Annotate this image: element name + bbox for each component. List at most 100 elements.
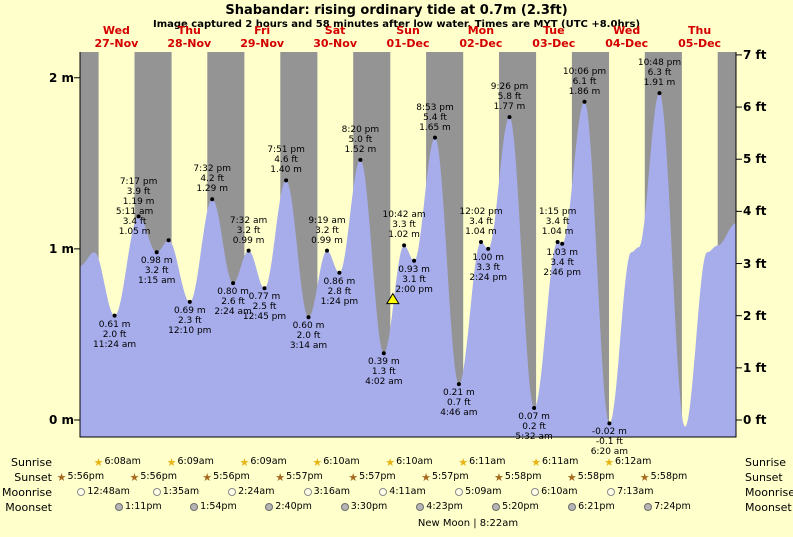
tide-event-dot — [479, 240, 483, 244]
day-date: 05-Dec — [678, 37, 722, 50]
astro-time: 6:11am — [541, 456, 579, 467]
sunset-star-icon: ★ — [202, 470, 213, 484]
astro-time: 5:56pm — [213, 471, 250, 482]
astro-sunrise-item: ★ 6:11am — [531, 456, 578, 468]
annotation-line: 4.6 ft — [274, 155, 298, 166]
tide-event-dot — [187, 299, 192, 304]
day-weekday: Sun — [396, 24, 420, 37]
tide-event-dot — [607, 421, 612, 426]
annotation-line: 7:32 am — [229, 215, 268, 226]
astro-sunrise-item: ★ 6:12am — [604, 456, 651, 468]
astro-sunset-item: ★ 5:58pm — [567, 471, 615, 483]
annotation-line: 1.02 m — [388, 230, 420, 241]
annotation-line: 9:26 pm — [490, 82, 529, 93]
annotation-line: 2.0 ft — [102, 329, 127, 340]
annotation-line: 0.93 m — [398, 264, 430, 275]
moonrise-row-label-left: Moonrise — [2, 486, 52, 499]
annotation-line: 1.52 m — [344, 144, 377, 155]
annotation-line: 3.2 ft — [236, 225, 261, 236]
chart-subtitle: Image captured 2 hours and 58 minutes af… — [152, 19, 641, 30]
astro-sunset-item: ★ 5:56pm — [57, 471, 105, 483]
annotation-line: 0.2 ft — [522, 422, 546, 432]
astro-moonrise-item: 4:11am — [379, 486, 426, 498]
tide-event-dot — [456, 382, 461, 387]
astro-moonrise-item: 7:13am — [607, 486, 654, 498]
tide-event-annotation: 9:19 am 3.2 ft 0.99 m — [308, 216, 345, 246]
day-weekday: Tue — [543, 24, 565, 37]
annotation-line: 2:24 am — [214, 307, 252, 318]
annotation-line: 2.3 ft — [177, 315, 202, 326]
astro-time: 5:57pm — [359, 471, 396, 482]
tide-event-annotation: 1:15 pm 3.4 ft 1.04 m — [539, 207, 577, 237]
sunset-row-label-left: Sunset — [14, 471, 52, 484]
moonrise-moon-icon — [531, 488, 540, 496]
day-label: Wed 04-Dec — [591, 24, 663, 50]
sunset-star-icon: ★ — [566, 470, 577, 484]
astro-sunset-item: ★ 5:56pm — [130, 471, 178, 483]
day-label: Sat 30-Nov — [299, 24, 371, 50]
astro-time: 6:11am — [469, 456, 506, 467]
tide-event-annotation: 1.00 m 3.3 ft 2:24 pm — [469, 253, 507, 283]
astro-time: 2:40pm — [275, 501, 312, 512]
annotation-line: 3.4 ft — [122, 217, 147, 228]
annotation-line: 0.99 m — [232, 235, 265, 246]
annotation-line: 12:45 pm — [242, 312, 287, 323]
moonset-row-label-right: Moonset — [745, 501, 792, 514]
tide-event-dot — [246, 248, 251, 253]
tide-event-dot — [412, 258, 417, 263]
sunset-star-icon: ★ — [494, 470, 504, 484]
day-label: Tue 03-Dec — [518, 24, 590, 50]
annotation-line: 6.1 ft — [572, 76, 597, 87]
tide-event-annotation: 8:20 pm 5.0 ft 1.52 m — [342, 125, 380, 155]
annotation-line: 0.86 m — [323, 276, 356, 287]
annotation-line: 7:17 pm — [119, 177, 158, 188]
tide-event-annotation: 0.93 m 3.1 ft 2:00 pm — [395, 265, 433, 295]
annotation-line: 2:00 pm — [395, 284, 433, 295]
astro-sunset-item: ★ 5:57pm — [275, 471, 323, 483]
tide-event-dot — [337, 270, 342, 275]
astro-moonset-item: 1:54pm — [190, 501, 237, 513]
annotation-line: 10:42 am — [382, 210, 426, 221]
annotation-line: 2.8 ft — [327, 286, 352, 297]
astro-time: 5:58pm — [504, 471, 542, 482]
astro-moonrise-item: 1:35am — [152, 486, 200, 498]
astro-time: 4:23pm — [426, 501, 463, 512]
astro-moonset-item: 2:40pm — [265, 501, 312, 513]
tide-event-dot — [306, 315, 311, 320]
y-axis-label-right: 1 ft — [743, 360, 767, 375]
annotation-line: 1:24 pm — [320, 296, 359, 307]
annotation-line: 2:46 pm — [543, 267, 581, 278]
tide-event-annotation: 0.80 m 2.6 ft 2:24 am — [214, 287, 251, 317]
tide-event-annotation: 7:17 pm 3.9 ft 1.19 m — [120, 177, 158, 207]
day-date: 29-Nov — [240, 37, 285, 50]
sunset-star-icon: ★ — [129, 470, 140, 484]
astro-time: 5:57pm — [431, 471, 469, 482]
sunrise-star-icon: ★ — [93, 455, 104, 469]
y-axis-label-right: 6 ft — [743, 100, 767, 115]
annotation-line: 0.99 m — [311, 235, 343, 246]
annotation-line: 6:20 am — [590, 447, 629, 458]
annotation-line: 1.86 m — [568, 86, 601, 97]
tide-event-dot — [532, 406, 537, 410]
sunset-row-label-right: Sunset — [745, 471, 783, 484]
tide-event-annotation: -0.02 m -0.1 ft 6:20 am — [591, 427, 628, 457]
annotation-line: 3.4 ft — [545, 217, 570, 227]
astro-time: 6:10am — [323, 456, 360, 467]
day-weekday: Mon — [467, 24, 495, 37]
tide-event-dot — [112, 313, 117, 318]
moonset-moon-icon — [340, 503, 349, 511]
astro-time: 6:09am — [250, 456, 287, 467]
moonset-moon-icon — [568, 503, 577, 511]
tide-event-annotation: 5:11 am 3.4 ft 1.05 m — [116, 207, 153, 237]
tide-event-annotation: 0.21 m 0.7 ft 4:46 am — [440, 388, 477, 418]
astro-time: 1:35am — [162, 486, 200, 497]
annotation-line: -0.02 m — [591, 427, 627, 438]
annotation-line: 1.65 m — [419, 122, 451, 133]
day-label: Mon 02-Dec — [445, 24, 517, 50]
astro-moonrise-item: 6:10am — [531, 486, 578, 498]
tide-event-dot — [166, 238, 171, 243]
tide-event-dot — [433, 135, 437, 140]
annotation-line: 1.91 m — [643, 78, 676, 89]
tide-event-dot — [555, 240, 560, 244]
